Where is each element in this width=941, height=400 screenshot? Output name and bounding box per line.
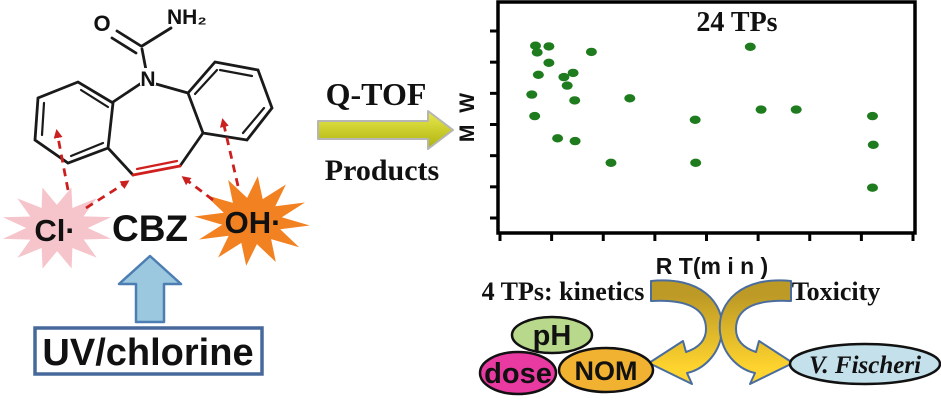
cl-radical-label: Cl· [34, 213, 75, 248]
uv-chlorine-label: UV/chlorine [42, 332, 253, 374]
scatter-point [867, 183, 878, 192]
uv-chlorine-box [33, 326, 264, 376]
scatter-point [689, 115, 701, 125]
scatter-point [543, 58, 555, 67]
scatter-point [690, 158, 702, 167]
scatter-point [531, 48, 543, 57]
scatter-point [790, 105, 802, 114]
y-axis-label: M W [456, 90, 479, 142]
scatter-point [624, 94, 636, 103]
hydroxyl-radical-burst [194, 176, 310, 266]
scatter-point [569, 136, 581, 146]
plot-frame [496, 0, 917, 235]
x-axis-label: R T(m i n ) [656, 253, 768, 279]
scatter-point [605, 158, 617, 167]
cbz-label: CBZ [112, 208, 188, 249]
kinetics-curved-arrow [648, 279, 724, 385]
plot-title: 24 TPs [696, 7, 777, 38]
dose-ellipse [478, 350, 558, 396]
radical-attack-arrows [53, 118, 240, 210]
nom-label: NOM [575, 356, 638, 386]
products-label: Products [325, 154, 439, 187]
left-benzene-ring [33, 80, 115, 165]
scatter-plot: 24 TPs M W R T(m i n ) [456, 0, 917, 279]
scatter-point [569, 96, 581, 105]
chlorine-radical-burst [2, 187, 112, 269]
scatter-point [867, 140, 879, 149]
scatter-points [526, 41, 879, 192]
scatter-point [567, 68, 579, 78]
vfischeri-ellipse [788, 342, 941, 386]
scatter-point [552, 134, 564, 143]
vfischeri-label: V. Fischeri [809, 352, 921, 379]
scatter-point [744, 42, 756, 51]
axis-ticks [490, 29, 915, 241]
scatter-point [543, 42, 555, 51]
scatter-point [530, 41, 541, 50]
scatter-point [532, 70, 544, 80]
toxicity-curved-arrow [718, 279, 794, 385]
carbamazepine-structure [33, 26, 274, 177]
oxygen-label: O [93, 11, 110, 36]
kinetics-label: 4 TPs: kinetics [482, 277, 645, 306]
qtof-label: Q-TOF [326, 76, 427, 112]
scatter-point [755, 105, 767, 114]
scatter-point [526, 90, 538, 99]
up-arrow [117, 254, 183, 324]
scatter-point [585, 47, 597, 57]
amide-label: NH₂ [167, 6, 207, 29]
scatter-point [561, 81, 573, 90]
ph-ellipse [510, 315, 594, 355]
right-benzene-ring [186, 60, 274, 142]
factor-ellipses [478, 315, 941, 396]
oh-radical-label: OH· [225, 205, 282, 240]
dose-label: dose [484, 358, 552, 390]
alkene-double-bond [131, 159, 182, 177]
scatter-point [558, 72, 570, 82]
nom-ellipse [557, 346, 655, 394]
scatter-point [867, 111, 878, 121]
nitrogen-label: N [140, 68, 155, 91]
toxicity-label: Toxicity [792, 277, 881, 306]
ph-label: pH [533, 320, 572, 352]
nitrogen-label-bg [140, 68, 156, 85]
scatter-point [529, 111, 541, 121]
qtof-arrow [317, 110, 454, 150]
